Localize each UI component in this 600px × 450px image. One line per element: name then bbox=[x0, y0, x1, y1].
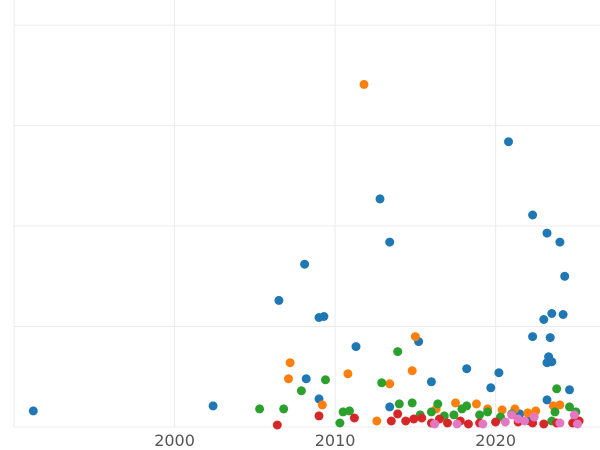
scatter-point bbox=[375, 194, 385, 204]
scatter-point bbox=[542, 358, 552, 368]
scatter-point bbox=[462, 401, 472, 411]
scatter-point bbox=[274, 295, 284, 305]
scatter-point bbox=[272, 420, 282, 430]
scatter-point bbox=[555, 237, 565, 247]
x-tick-label: 2000 bbox=[154, 431, 195, 450]
scatter-point bbox=[394, 399, 404, 409]
scatter-point bbox=[385, 402, 395, 412]
scatter-point bbox=[335, 418, 345, 428]
scatter-point bbox=[321, 375, 330, 385]
scatter-point bbox=[573, 419, 582, 429]
scatter-point bbox=[296, 386, 306, 396]
scatter-point bbox=[449, 410, 459, 420]
scatter-point bbox=[285, 358, 295, 368]
scatter-point bbox=[529, 412, 539, 422]
scatter-point bbox=[528, 210, 538, 220]
scatter-point bbox=[547, 309, 557, 318]
scatter-point bbox=[565, 385, 574, 395]
scatter-point bbox=[463, 419, 473, 429]
scatter-point bbox=[504, 137, 513, 147]
scatter-point bbox=[523, 408, 533, 418]
scatter-point bbox=[430, 419, 440, 429]
scatter-point bbox=[552, 384, 562, 394]
scatter-point bbox=[433, 399, 443, 409]
scatter-point bbox=[539, 419, 549, 429]
chart-tick-labels: 2000 2010 2020 bbox=[154, 431, 516, 450]
scatter-point bbox=[255, 404, 265, 414]
scatter-point bbox=[417, 413, 427, 423]
scatter-point bbox=[497, 405, 507, 415]
scatter-point bbox=[359, 79, 369, 89]
scatter-point bbox=[410, 332, 420, 342]
scatter-point bbox=[550, 407, 560, 417]
scatter-point bbox=[407, 366, 417, 376]
scatter-point bbox=[314, 411, 324, 421]
scatter-point bbox=[478, 419, 488, 429]
scatter-point bbox=[343, 369, 353, 379]
scatter-point bbox=[542, 228, 552, 238]
scatter-point bbox=[443, 418, 452, 428]
scatter-point bbox=[385, 379, 395, 389]
scatter-point bbox=[301, 374, 311, 384]
scatter-point bbox=[401, 416, 411, 426]
scatter-point bbox=[426, 407, 436, 417]
scatter-point bbox=[451, 398, 460, 408]
scatter-point bbox=[317, 400, 327, 410]
scatter-point bbox=[528, 332, 538, 342]
scatter-point bbox=[393, 409, 403, 419]
scatter-point bbox=[539, 315, 549, 324]
scatter-point bbox=[452, 419, 462, 429]
chart-grid bbox=[13, 0, 600, 428]
scatter-point bbox=[426, 377, 436, 387]
scatter-point bbox=[377, 378, 387, 388]
scatter-point bbox=[345, 406, 354, 416]
scatter-point bbox=[349, 413, 359, 423]
scatter-point bbox=[471, 399, 481, 409]
scatter-point bbox=[565, 402, 574, 412]
scatter-point bbox=[284, 374, 293, 384]
scatter-point bbox=[483, 407, 493, 417]
scatter-point bbox=[542, 395, 552, 405]
scatter-point bbox=[520, 416, 529, 426]
scatter-point bbox=[555, 400, 565, 410]
scatter-point bbox=[300, 259, 310, 269]
scatter-point bbox=[28, 406, 38, 416]
scatter-point bbox=[491, 417, 501, 427]
x-tick-label: 2020 bbox=[475, 431, 516, 450]
scatter-point bbox=[558, 310, 568, 319]
scatter-point bbox=[407, 398, 417, 408]
x-tick-label: 2010 bbox=[315, 431, 356, 450]
scatter-point bbox=[507, 410, 517, 420]
scatter-point bbox=[494, 368, 504, 378]
scatter-point bbox=[393, 347, 403, 357]
scatter-point bbox=[569, 410, 579, 420]
scatter-point bbox=[486, 383, 496, 393]
scatter-point bbox=[208, 401, 218, 411]
scatter-point bbox=[372, 416, 382, 426]
scatter-point bbox=[319, 312, 329, 321]
scatter-point bbox=[555, 418, 565, 428]
scatter-point bbox=[351, 342, 361, 352]
scatter-point bbox=[279, 404, 289, 414]
scatter-point bbox=[385, 237, 395, 247]
scatter-point bbox=[500, 417, 510, 427]
scatter-point bbox=[386, 416, 396, 426]
scatter-point bbox=[462, 364, 472, 374]
chart-points bbox=[28, 79, 584, 430]
scatter-point bbox=[409, 414, 419, 424]
scatter-point bbox=[545, 333, 555, 343]
scatter-point bbox=[560, 271, 570, 281]
scatter-point bbox=[475, 410, 485, 420]
